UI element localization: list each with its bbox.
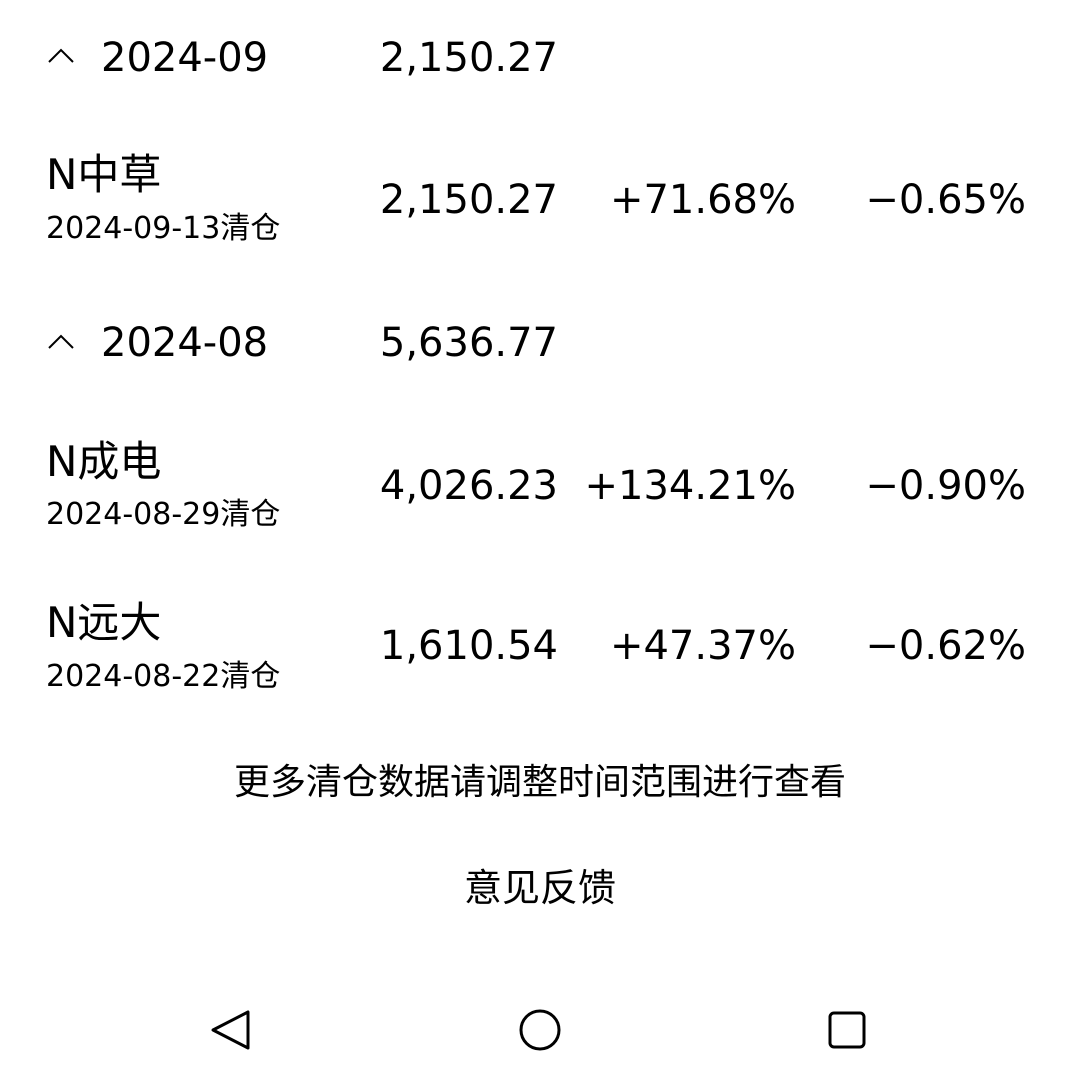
clearance-date: 2024-09-13清仓 xyxy=(46,211,281,246)
price-change: −0.90% xyxy=(865,463,1026,509)
profit-amount: 4,026.23 xyxy=(379,463,558,509)
home-circle-icon[interactable] xyxy=(508,998,572,1062)
stock-name: N成电 xyxy=(46,437,162,486)
return-rate: +47.37% xyxy=(609,623,796,669)
month-total-amount: 2,150.27 xyxy=(379,35,558,81)
clearance-date: 2024-08-29清仓 xyxy=(46,497,281,532)
clearance-date: 2024-08-22清仓 xyxy=(46,659,281,694)
return-rate: +134.21% xyxy=(584,463,796,509)
collapse-chevron-icon[interactable] xyxy=(47,326,75,354)
month-header-label[interactable]: 2024-09 xyxy=(101,35,269,81)
stock-name: N中草 xyxy=(46,150,162,199)
stock-name: N远大 xyxy=(46,598,162,647)
back-triangle-icon[interactable] xyxy=(198,998,262,1062)
collapse-chevron-icon[interactable] xyxy=(47,40,75,68)
profit-amount: 2,150.27 xyxy=(379,177,558,223)
month-total-amount: 5,636.77 xyxy=(379,320,558,366)
more-data-hint: 更多清仓数据请调整时间范围进行查看 xyxy=(233,762,846,803)
recents-square-icon[interactable] xyxy=(816,998,880,1062)
month-header-label[interactable]: 2024-08 xyxy=(101,320,269,366)
price-change: −0.65% xyxy=(865,177,1026,223)
price-change: −0.62% xyxy=(865,623,1026,669)
feedback-link[interactable]: 意见反馈 xyxy=(463,866,616,910)
return-rate: +71.68% xyxy=(609,177,796,223)
profit-amount: 1,610.54 xyxy=(379,623,558,669)
